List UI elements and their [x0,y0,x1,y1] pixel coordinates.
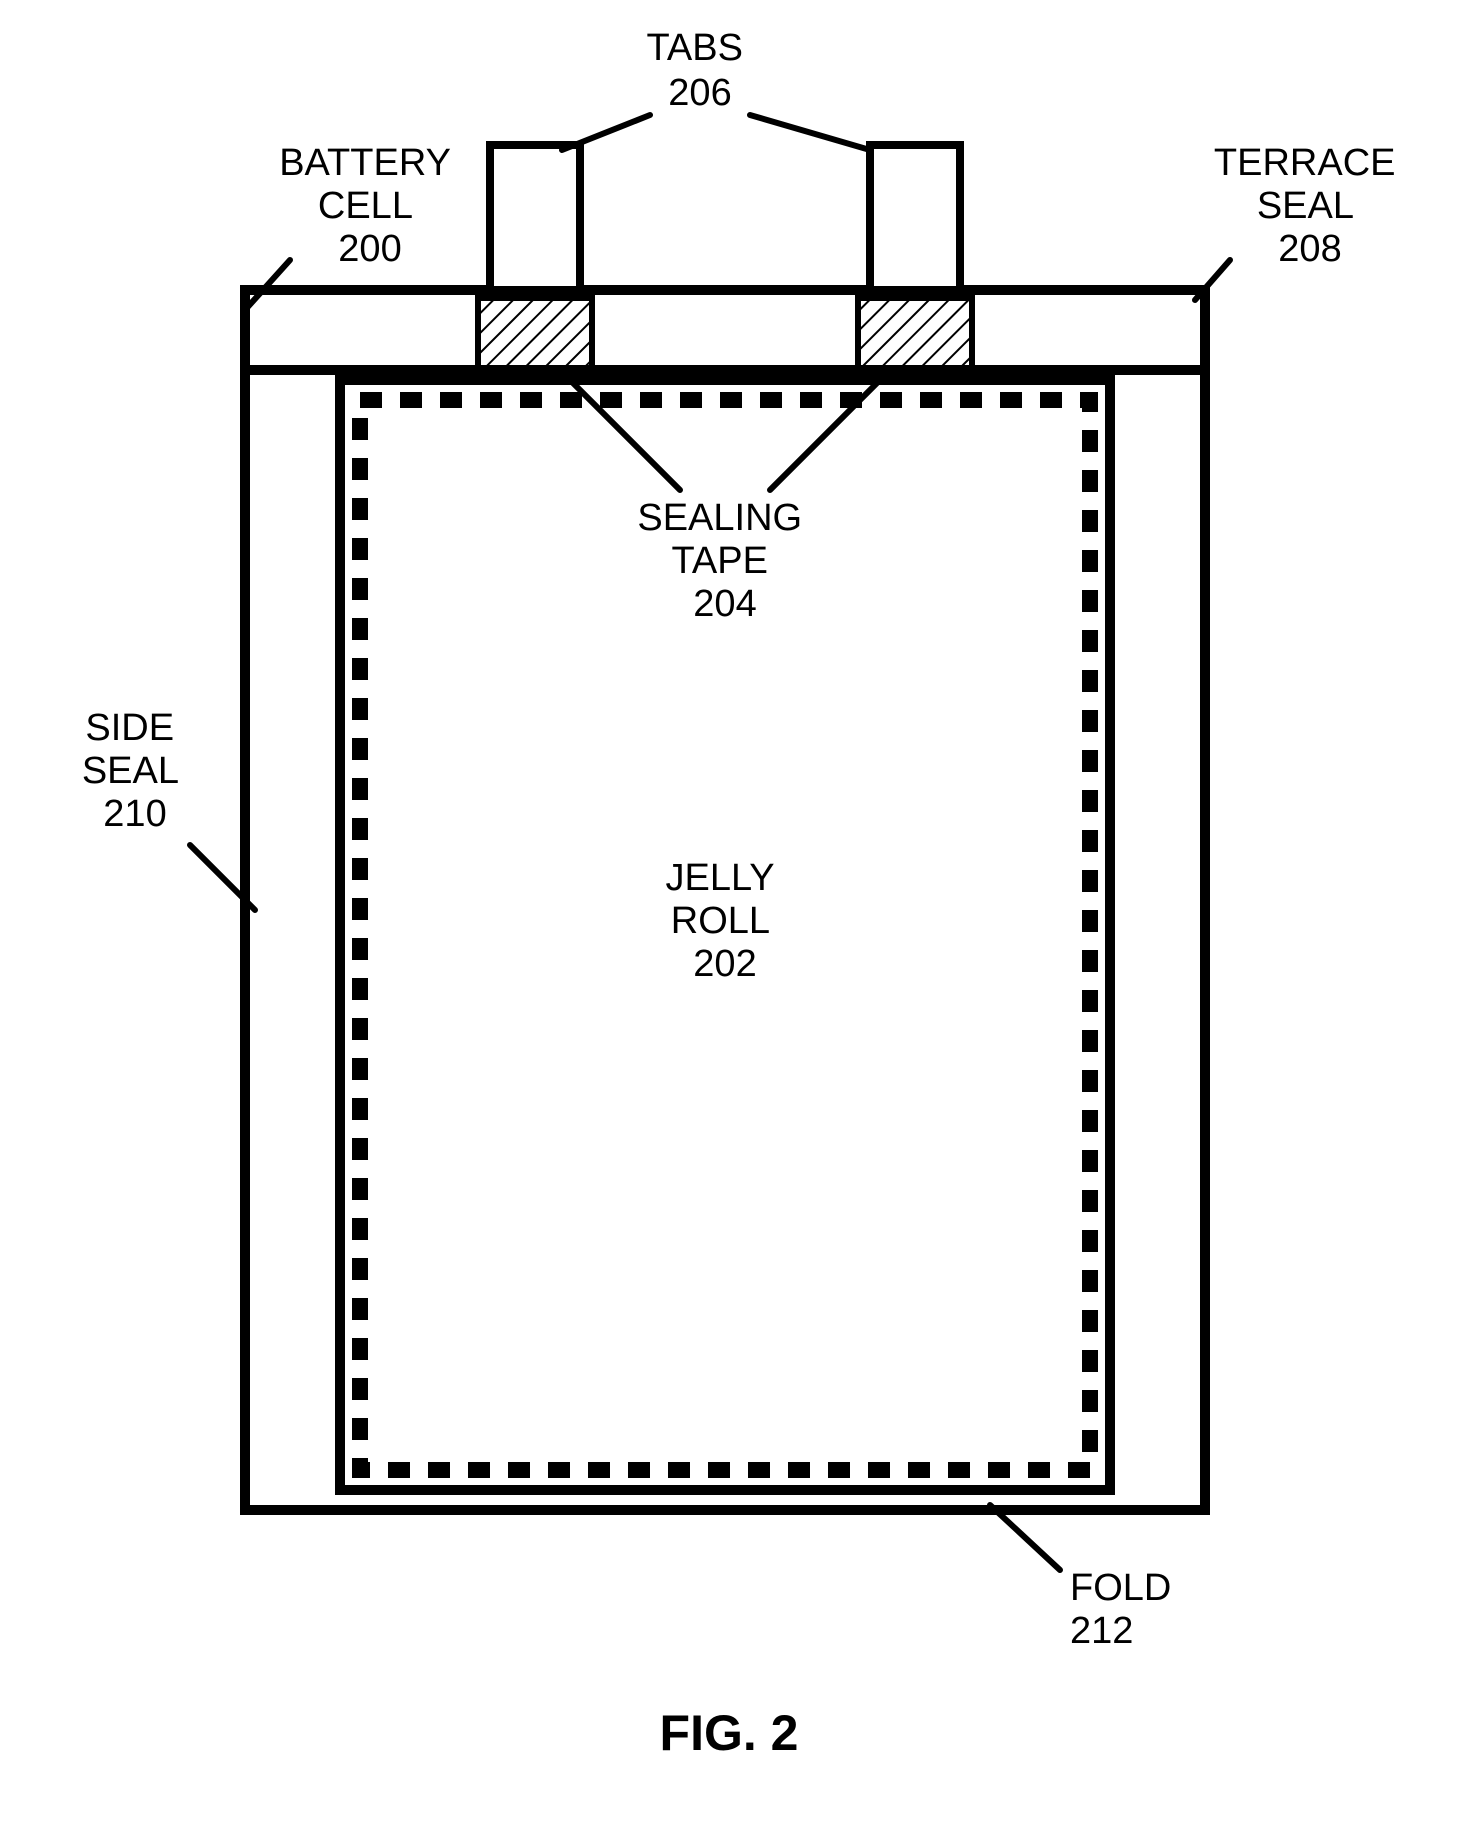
figure-caption: FIG. 2 [660,1705,799,1761]
label-battery-cell: BATTERY CELL 200 [279,142,461,270]
sealing-tape-right [858,298,972,376]
figure-page: TABS 206 BATTERY CELL 200 TERRACE SEAL 2… [0,0,1459,1843]
tab-left [490,145,580,290]
label-side-seal: SIDE SEAL 210 [82,707,188,835]
label-terrace-seal: TERRACE SEAL 208 [1214,142,1406,270]
tab-right [870,145,960,290]
diagram-svg: TABS 206 BATTERY CELL 200 TERRACE SEAL 2… [0,0,1459,1843]
label-tabs: TABS 206 [647,27,754,114]
label-fold: FOLD 212 [1070,1567,1182,1652]
sealing-tape-left [478,298,592,376]
